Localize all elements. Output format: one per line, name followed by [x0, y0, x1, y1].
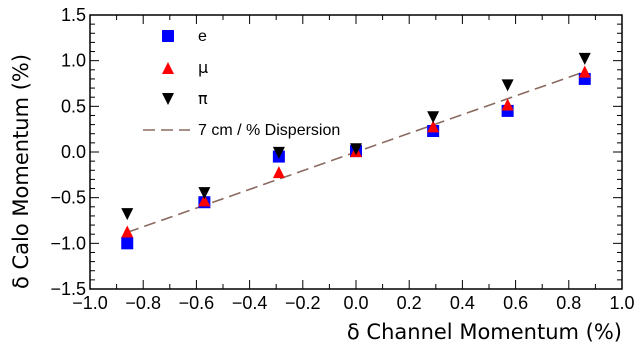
x-tick-label: −0.6 [179, 293, 215, 313]
x-tick-label: 0.8 [556, 293, 581, 313]
legend-marker-pion [162, 93, 174, 105]
data-points-layer [121, 52, 591, 250]
muon-data-point [198, 194, 211, 207]
y-axis-label: δ Calo Momentum (%) [9, 54, 33, 289]
x-tick-label: −1.0 [72, 293, 108, 313]
y-tick-label: 0.5 [61, 96, 86, 116]
legend: eμπ 7 cm / % Dispersion [143, 28, 340, 139]
x-tick-label: 0.0 [343, 293, 368, 313]
muon-data-point [427, 120, 440, 133]
legend-label-pion: π [198, 89, 208, 108]
y-tick-label: −0.5 [50, 188, 86, 208]
x-tick-label: 0.4 [450, 293, 475, 313]
muon-data-point [578, 65, 591, 78]
pion-data-point [350, 143, 362, 156]
muon-data-point [272, 166, 285, 179]
x-tick-label: −0.4 [232, 293, 268, 313]
pion-data-point [121, 208, 134, 221]
legend-label-dispersion-line: 7 cm / % Dispersion [198, 122, 340, 139]
x-tick-label: −0.8 [125, 293, 161, 313]
electron-data-point [121, 237, 134, 250]
pion-data-point [272, 146, 285, 159]
legend-label-muon: μ [198, 58, 208, 77]
muon-data-point [121, 225, 134, 238]
x-tick-label: 0.2 [397, 293, 422, 313]
y-tick-label: −1.0 [50, 233, 86, 253]
ticks-layer: −1.0 −0.8 −0.6 −0.4 −0.2 0.0 0.2 0.4 0.6 0.8 1.0 −1… [50, 5, 634, 313]
x-tick-label: 1.0 [609, 293, 634, 313]
legend-label-electron: e [198, 28, 207, 45]
x-tick-label: 0.6 [503, 293, 528, 313]
y-tick-label: 0.0 [61, 142, 86, 162]
x-tick-label: −0.2 [285, 293, 321, 313]
x-axis-label: δ Channel Momentum (%) [347, 320, 622, 344]
pion-data-point [427, 111, 440, 124]
legend-marker-electron [162, 30, 174, 42]
muon-data-point [501, 98, 514, 111]
legend-marker-muon [162, 62, 174, 74]
pion-data-point [501, 79, 514, 92]
y-tick-label: 1.0 [61, 51, 86, 71]
pion-data-point [198, 187, 211, 200]
y-tick-label: −1.5 [50, 279, 86, 299]
pion-data-point [578, 52, 591, 65]
y-tick-label: 1.5 [61, 5, 86, 25]
